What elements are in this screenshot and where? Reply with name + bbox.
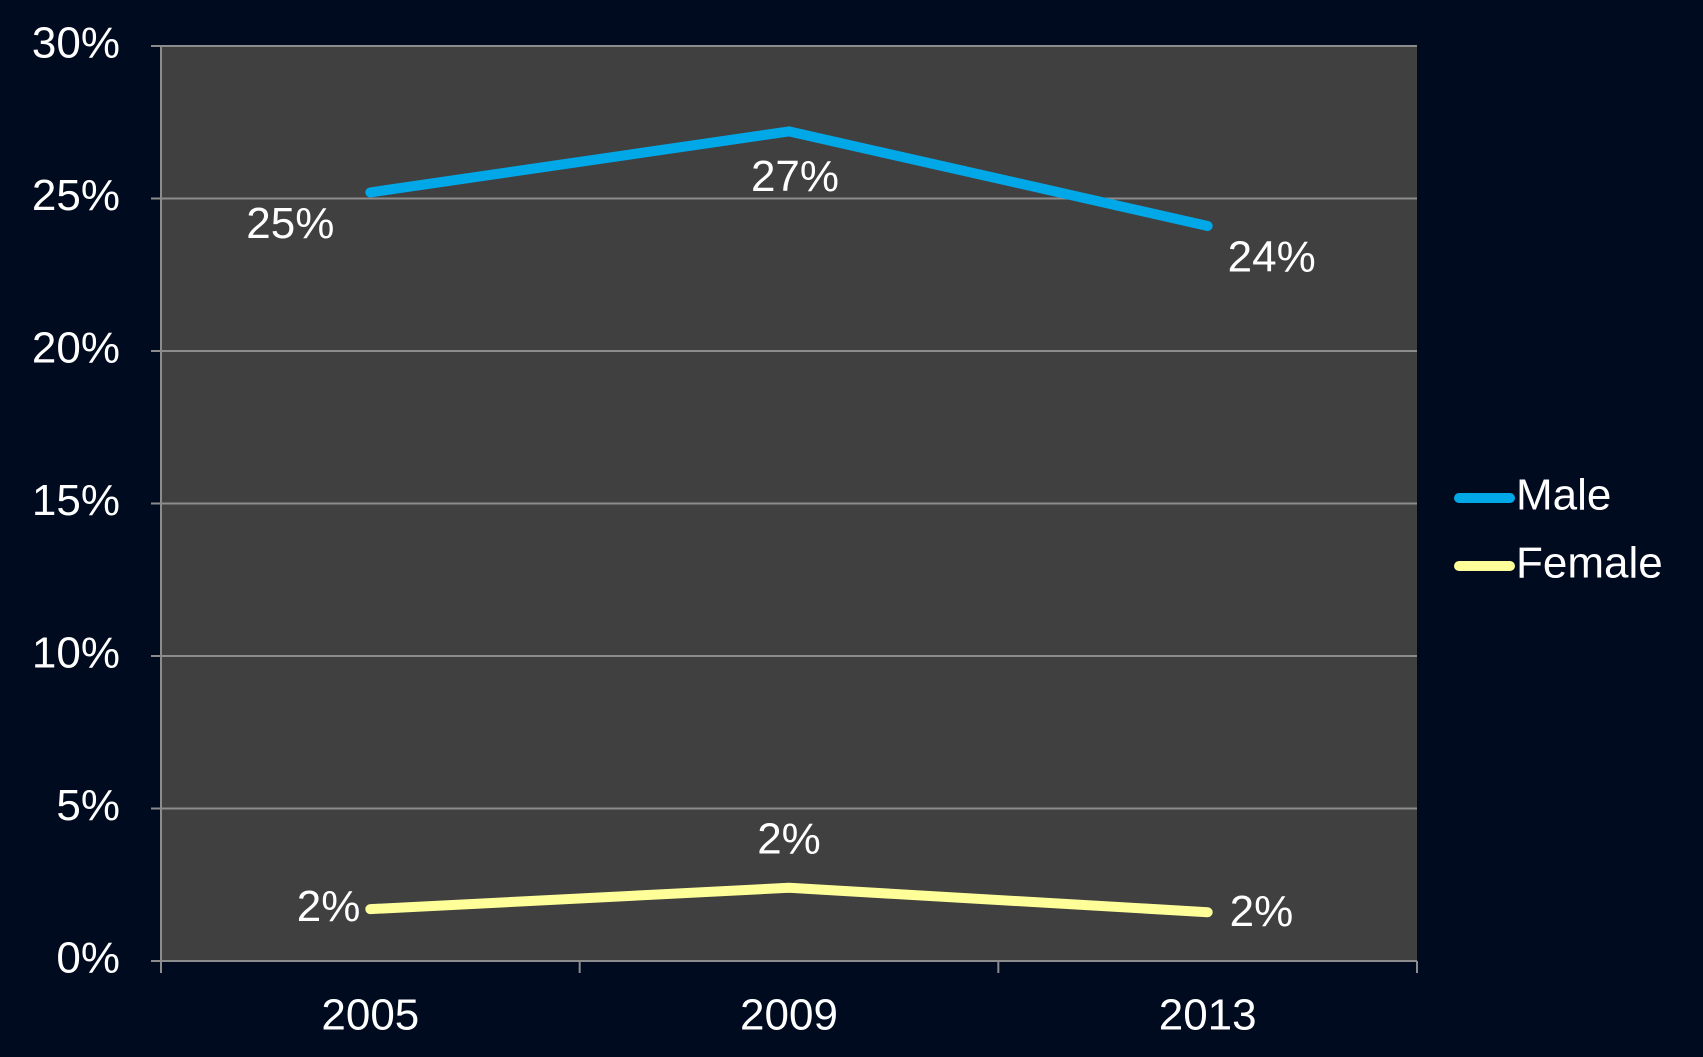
line bbox=[365, 126, 1213, 231]
y-tick-label: 5% bbox=[56, 781, 120, 830]
data-label: 25% bbox=[246, 199, 334, 248]
y-tick-label: 10% bbox=[32, 629, 120, 678]
line bbox=[365, 882, 1213, 918]
data-label: 2% bbox=[297, 882, 361, 931]
y-tick-label: 20% bbox=[32, 324, 120, 373]
y-tick-label: 0% bbox=[56, 934, 120, 983]
data-label: 2% bbox=[757, 814, 821, 863]
y-tick-label: 25% bbox=[32, 171, 120, 220]
legend-label: Male bbox=[1516, 471, 1611, 520]
y-tick-label: 30% bbox=[32, 19, 120, 68]
y-tick-label: 15% bbox=[32, 476, 120, 525]
data-label: 24% bbox=[1228, 233, 1316, 282]
x-tick-label: 2009 bbox=[740, 991, 838, 1040]
x-tick-label: 2005 bbox=[321, 991, 419, 1040]
x-tick-label: 2013 bbox=[1159, 991, 1257, 1040]
legend-label: Female bbox=[1516, 539, 1663, 588]
data-label: 2% bbox=[1230, 887, 1294, 936]
data-label: 27% bbox=[751, 152, 839, 201]
